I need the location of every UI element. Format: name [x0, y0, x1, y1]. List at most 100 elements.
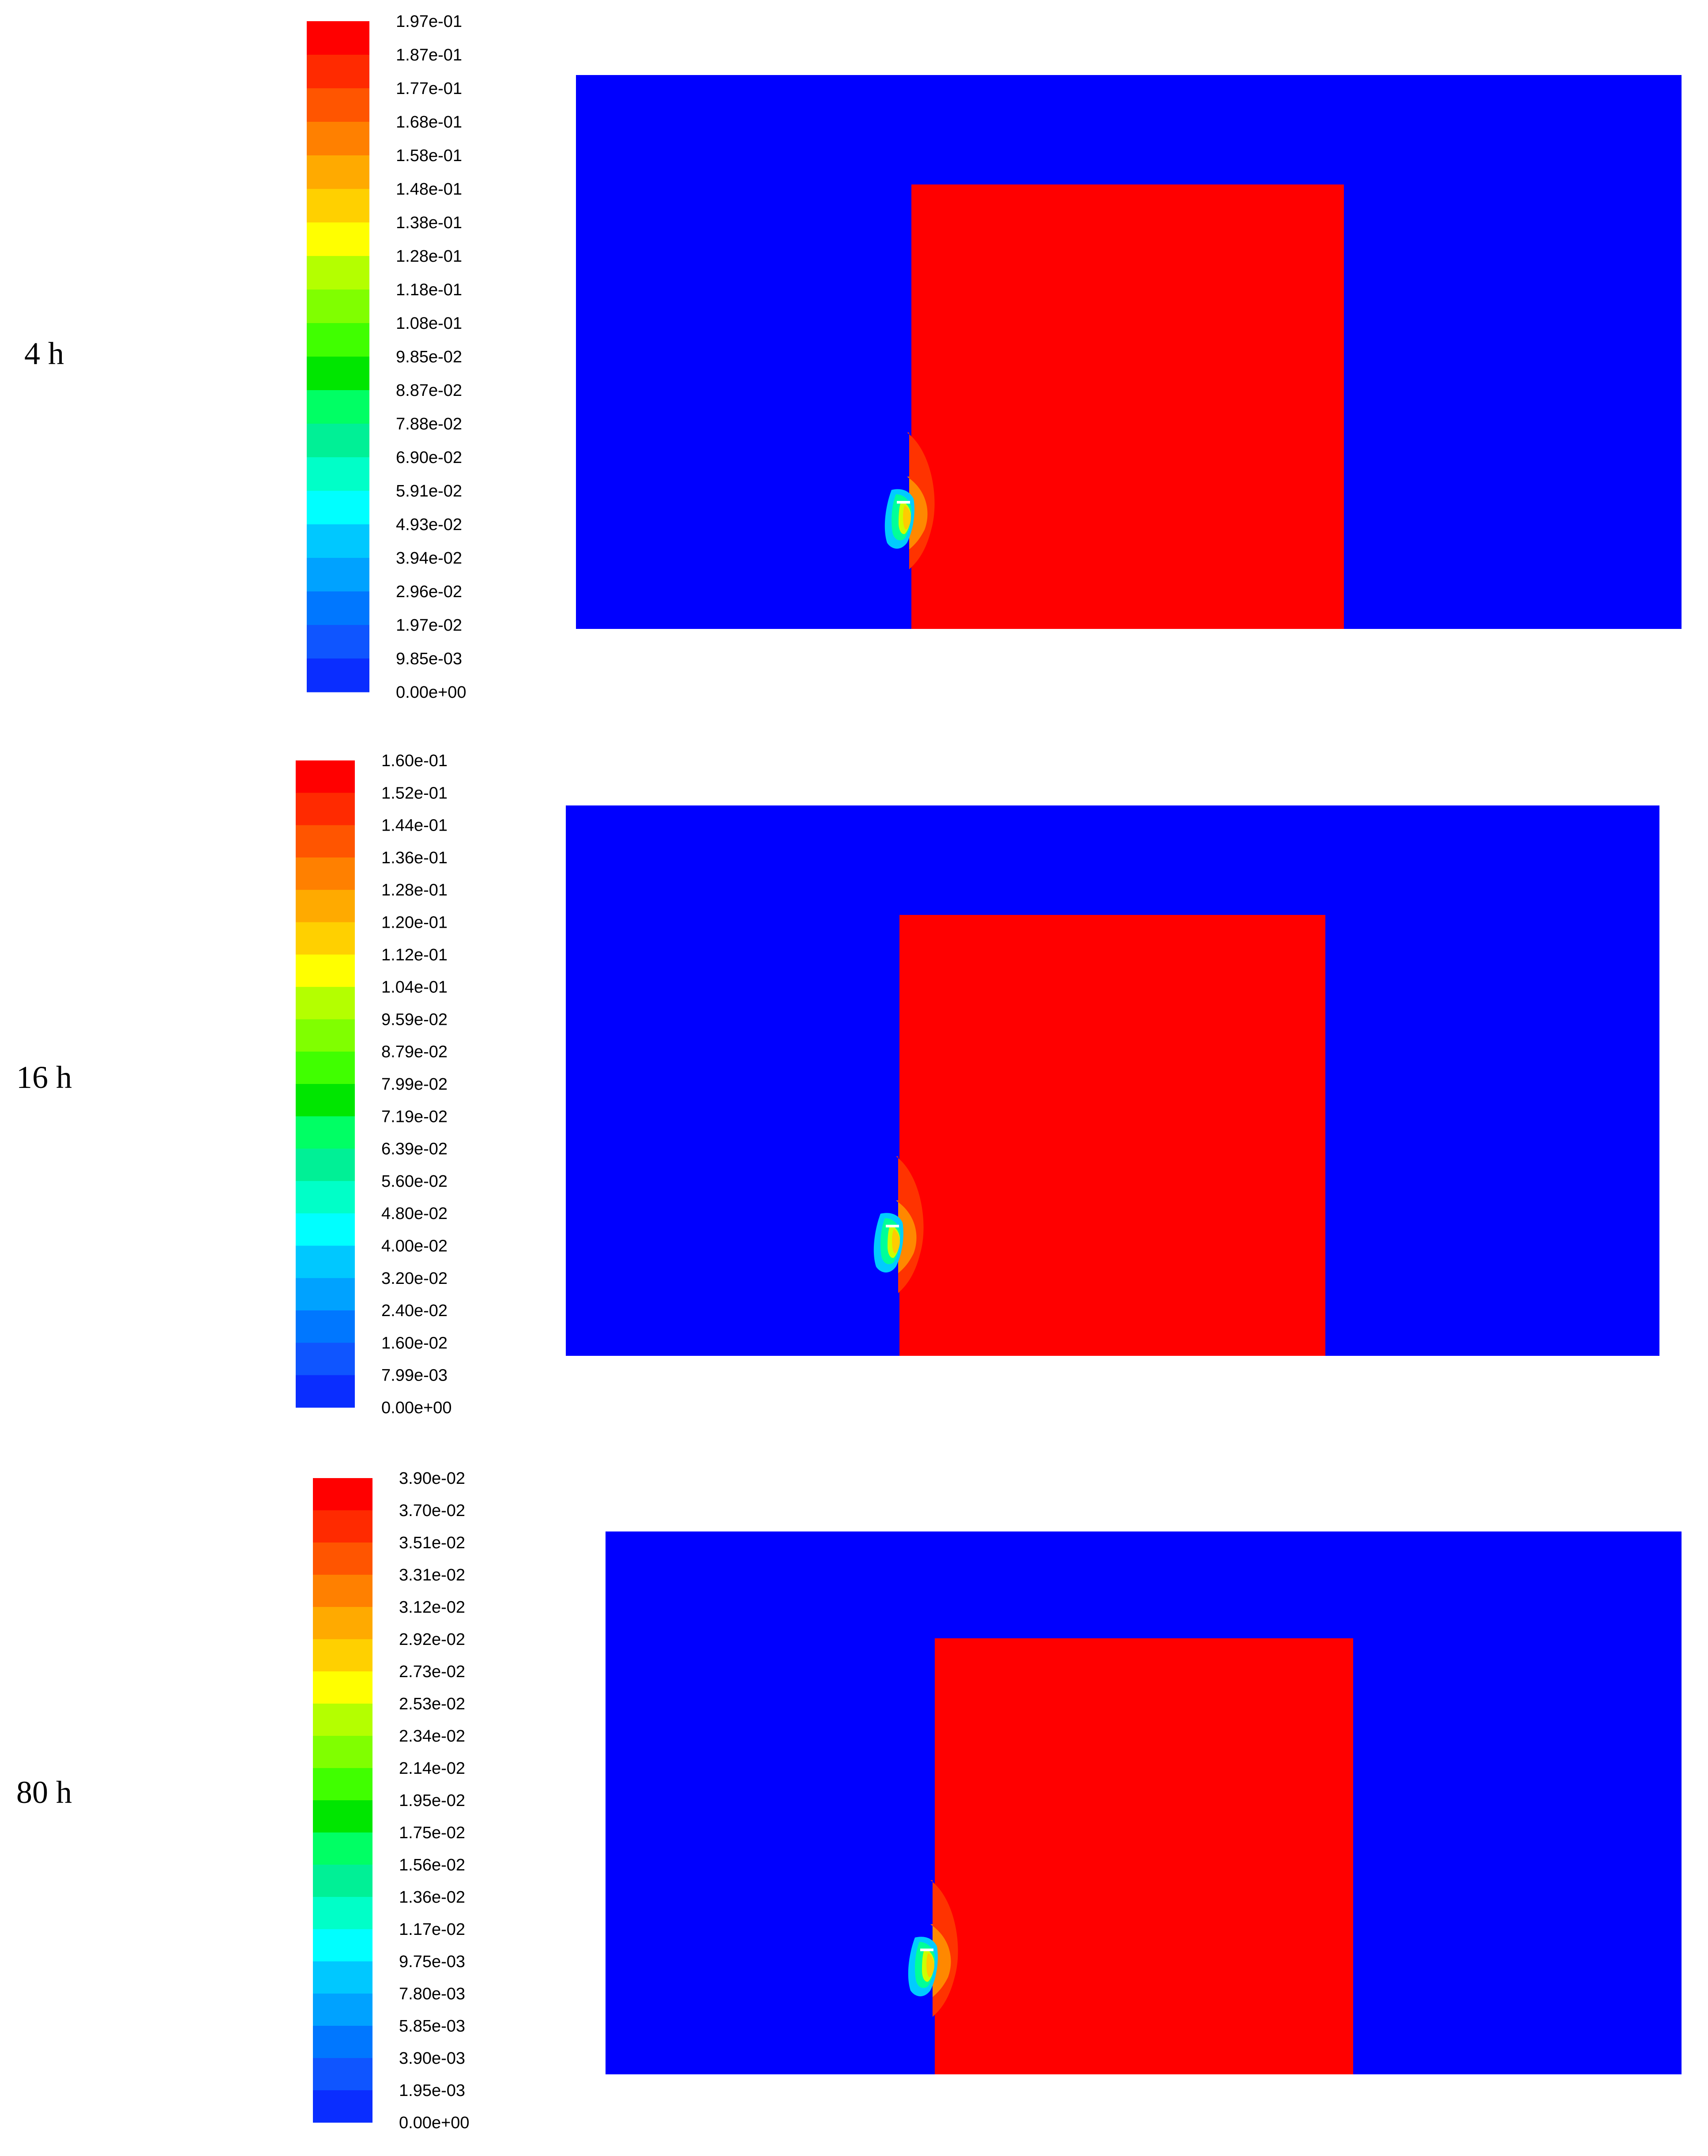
colorbar-segment: [307, 256, 369, 290]
colorbar-tick-label: 3.94e-02: [396, 549, 462, 568]
colorbar-tick-label: 1.12e-01: [381, 946, 448, 964]
contour-panel-4h: 4 h 1.97e-01 1.87e-01 1.77e-01 1.68e-01 1.58…: [0, 0, 1708, 719]
inlet-marker: [897, 501, 910, 504]
colorbar-segment: [313, 1961, 372, 1994]
colorbar-tick-label: 8.87e-02: [396, 381, 462, 400]
colorbar-tick-label: 1.95e-02: [399, 1791, 465, 1810]
colorbar-tick-label: 4.80e-02: [381, 1204, 448, 1223]
concentration-plume: [873, 1156, 924, 1293]
concentration-plume: [908, 1880, 958, 2017]
colorbar-tick-label: 1.17e-02: [399, 1920, 465, 1939]
colorbar-segment: [296, 1245, 355, 1279]
colorbar-segment: [307, 658, 369, 692]
colorbar-tick-label: 5.91e-02: [396, 482, 462, 500]
time-label: 16 h: [16, 1060, 72, 1095]
colorbar-tick-label: 0.00e+00: [396, 683, 467, 702]
colorbar-segment: [313, 1800, 372, 1833]
colorbar-segment: [296, 760, 355, 793]
colorbar-tick-label: 1.60e-02: [381, 1334, 448, 1352]
colorbar-segment: [296, 1148, 355, 1181]
plume-contour: [896, 1200, 917, 1273]
colorbar-segment: [313, 1704, 372, 1736]
colorbar-segment: [296, 987, 355, 1020]
colorbar-segment: [307, 222, 369, 256]
colorbar-tick-label: 2.96e-02: [396, 583, 462, 601]
colorbar-tick-label: 7.19e-02: [381, 1107, 448, 1126]
colorbar-segment: [307, 122, 369, 156]
colorbar-tick-label: 1.36e-02: [399, 1888, 465, 1907]
colorbar-tick-label: 1.77e-01: [396, 79, 462, 98]
colorbar-tick-label: 9.59e-02: [381, 1010, 448, 1029]
contour-panel-80h: 80 h 3.90e-02 3.70e-02 3.51e-02 3.31e-02 3.1…: [0, 1443, 1708, 2156]
colorbar-tick-label: 1.04e-01: [381, 978, 448, 997]
colorbar-tick-label: 2.34e-02: [399, 1727, 465, 1746]
colorbar-tick-label: 1.87e-01: [396, 46, 462, 64]
colorbar-tick-label: 1.68e-01: [396, 113, 462, 132]
colorbar-tick-label: 3.70e-02: [399, 1501, 465, 1520]
colorbar-segment: [313, 1768, 372, 1801]
colorbar-segment: [296, 1213, 355, 1246]
colorbar-segment: [307, 390, 369, 424]
colorbar-segment: [296, 857, 355, 890]
colorbar-segment: [296, 1051, 355, 1084]
colorbar-segment: [313, 1671, 372, 1704]
time-label: 80 h: [16, 1775, 72, 1810]
colorbar-legend: 3.90e-02 3.70e-02 3.51e-02 3.31e-02 3.12e-02…: [313, 1469, 470, 2132]
colorbar-segment: [296, 954, 355, 987]
colorbar-tick-label: 3.90e-02: [399, 1469, 465, 1488]
colorbar-tick-label: 3.90e-03: [399, 2049, 465, 2068]
colorbar-tick-label: 1.75e-02: [399, 1824, 465, 1842]
colorbar-tick-label: 1.36e-01: [381, 849, 448, 867]
colorbar-tick-label: 5.60e-02: [381, 1172, 448, 1191]
colorbar-segment: [296, 1310, 355, 1343]
colorbar-tick-label: 1.08e-01: [396, 314, 462, 333]
colorbar-segment: [307, 88, 369, 122]
colorbar-tick-label: 1.97e-01: [396, 12, 462, 31]
colorbar-tick-label: 1.95e-03: [399, 2081, 465, 2100]
colorbar-segment: [313, 1897, 372, 1930]
colorbar-tick-label: 3.20e-02: [381, 1269, 448, 1288]
colorbar-tick-label: 1.18e-01: [396, 281, 462, 299]
colorbar-tick-label: 1.28e-01: [381, 881, 448, 899]
colorbar-segment: [296, 1375, 355, 1408]
colorbar-tick-label: 1.56e-02: [399, 1856, 465, 1874]
colorbar-segment: [313, 1607, 372, 1640]
colorbar-segment: [307, 491, 369, 525]
colorbar-tick-label: 5.85e-03: [399, 2017, 465, 2036]
solid-block: [935, 1638, 1353, 2074]
colorbar-segment: [296, 1278, 355, 1311]
colorbar-tick-label: 7.99e-03: [381, 1366, 448, 1385]
solid-block: [911, 184, 1344, 629]
colorbar-legend: 1.97e-01 1.87e-01 1.77e-01 1.68e-01 1.58e-01…: [307, 12, 467, 702]
time-label: 4 h: [24, 336, 64, 371]
solid-block: [899, 915, 1325, 1356]
colorbar-segment: [307, 591, 369, 625]
colorbar-tick-label: 2.53e-02: [399, 1695, 465, 1713]
colorbar-tick-label: 1.48e-01: [396, 180, 462, 199]
contour-panel-16h: 16 h 1.60e-01 1.52e-01 1.44e-01 1.36e-01 1.2…: [0, 724, 1708, 1439]
colorbar-tick-label: 2.40e-02: [381, 1302, 448, 1320]
colorbar-segment: [313, 2026, 372, 2058]
colorbar-segment: [313, 1575, 372, 1607]
colorbar-tick-label: 7.88e-02: [396, 415, 462, 433]
colorbar-segment: [307, 290, 369, 324]
colorbar-tick-label: 3.51e-02: [399, 1534, 465, 1552]
colorbar-segment: [307, 524, 369, 558]
colorbar-tick-label: 8.79e-02: [381, 1043, 448, 1061]
plume-contour: [903, 505, 911, 530]
colorbar-segment: [307, 189, 369, 223]
colorbar-segment: [313, 1929, 372, 1962]
colorbar-segment: [313, 1865, 372, 1897]
colorbar-segment: [313, 1639, 372, 1672]
colorbar-segment: [313, 1543, 372, 1575]
colorbar-tick-label: 1.44e-01: [381, 816, 448, 835]
colorbar-legend: 1.60e-01 1.52e-01 1.44e-01 1.36e-01 1.28e-01…: [296, 752, 452, 1417]
colorbar-segment: [313, 2090, 372, 2123]
colorbar-segment: [296, 793, 355, 826]
colorbar-segment: [296, 1019, 355, 1052]
colorbar-segment: [296, 922, 355, 955]
colorbar-segment: [313, 1478, 372, 1511]
colorbar-segment: [296, 1084, 355, 1117]
plume-contour: [892, 1229, 900, 1253]
colorbar-segment: [296, 825, 355, 858]
